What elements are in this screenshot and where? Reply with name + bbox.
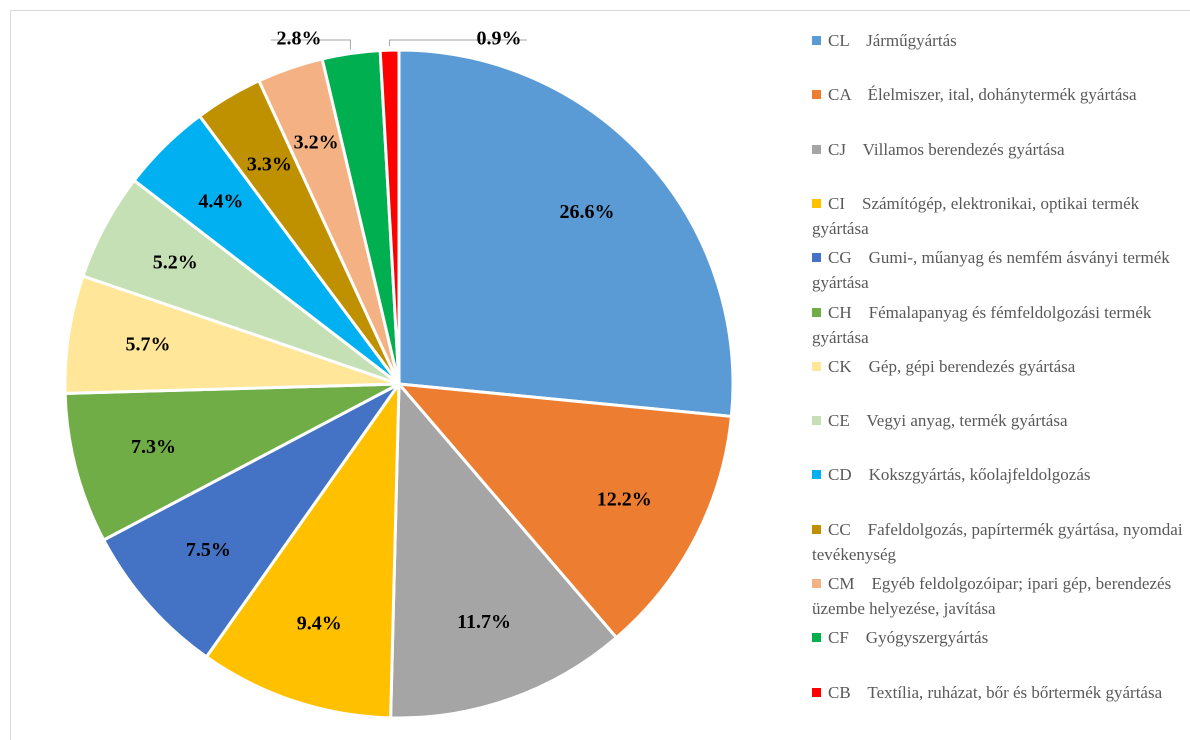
pie-slice xyxy=(63,382,400,543)
data-label: 5.7% xyxy=(126,334,171,356)
legend-entry: CM Egyéb feldolgozóipar; ipari gép, bere… xyxy=(812,571,1188,621)
data-label: 3.3% xyxy=(247,153,292,175)
legend-entry: CH Fémalapanyag és fémfeldolgozási termé… xyxy=(812,300,1188,350)
legend-entry: CI Számítógép, elektronikai, optikai ter… xyxy=(812,191,1188,241)
legend-swatch xyxy=(812,90,821,100)
legend-entry: CE Vegyi anyag, termék gyártása xyxy=(812,408,1188,433)
pie-slice xyxy=(395,382,734,640)
data-label: 9.4% xyxy=(297,613,342,635)
legend-entry: CD Kokszgyártás, kőolajfeldolgozás xyxy=(812,462,1188,487)
chart-frame xyxy=(10,10,1190,740)
data-label: 2.8% xyxy=(277,28,322,50)
legend-label: CL Járműgyártás xyxy=(828,31,957,50)
leader-line xyxy=(271,39,351,50)
data-label: 7.5% xyxy=(186,539,231,561)
legend-swatch xyxy=(812,198,821,208)
legend-swatch xyxy=(812,579,821,588)
pie-slice xyxy=(389,380,619,720)
legend-label: CI Számítógép, elektronikai, optikai ter… xyxy=(812,193,1144,238)
legend-label: CE Vegyi anyag, termék gyártása xyxy=(828,411,1068,431)
legend-swatch xyxy=(812,524,821,534)
pie-slice xyxy=(101,382,401,659)
data-label: 4.4% xyxy=(198,191,243,213)
pie-slice xyxy=(378,48,401,385)
legend-label: CC Fafeldolgozás, papírtermék gyártása, … xyxy=(812,519,1187,564)
legend-label: CA Élelmiszer, ital, dohánytermék gyártá… xyxy=(828,85,1137,105)
legend-label: CJ Villamos berendezés gyártása xyxy=(828,139,1065,159)
legend-label: CM Egyéb feldolgozóipar; ipari gép, bere… xyxy=(812,574,1176,618)
legend-swatch xyxy=(812,253,821,263)
data-label: 3.2% xyxy=(294,132,339,154)
legend-label: CH Fémalapanyag és fémfeldolgozási termé… xyxy=(812,302,1156,347)
data-label: 11.7% xyxy=(457,611,511,633)
pie-slice xyxy=(204,379,401,720)
legend-label: CB Textília, ruházat, bőr és bőrtermék g… xyxy=(828,682,1163,702)
legend-swatch xyxy=(812,416,821,426)
data-label: 26.6% xyxy=(559,201,614,223)
legend-label: CD Kokszgyártás, kőolajfeldolgozás xyxy=(828,465,1091,485)
legend-entry: CB Textília, ruházat, bőr és bőrtermék g… xyxy=(812,680,1188,705)
data-label: 5.2% xyxy=(153,252,198,274)
pie-slice xyxy=(397,48,735,419)
leader-line xyxy=(388,39,527,47)
legend-swatch xyxy=(812,36,821,45)
legend-entry: CG Gumi-, műanyag és nemfém ásványi term… xyxy=(812,245,1188,295)
legend-entry: CK Gép, gépi berendezés gyártása xyxy=(812,354,1188,379)
legend-entry: CL Járműgyártás xyxy=(812,28,1188,53)
legend-swatch xyxy=(812,361,821,371)
legend-swatch xyxy=(812,633,821,643)
legend-entry: CA Élelmiszer, ital, dohánytermék gyártá… xyxy=(812,82,1188,107)
data-label: 12.2% xyxy=(597,489,652,511)
legend-label: CF Gyógyszergyártás xyxy=(828,628,989,648)
data-label: 0.9% xyxy=(477,28,522,50)
legend-swatch xyxy=(812,307,821,317)
legend-entry: CC Fafeldolgozás, papírtermék gyártása, … xyxy=(812,517,1188,567)
legend-entry: CF Gyógyszergyártás xyxy=(812,625,1188,650)
data-label: 7.3% xyxy=(131,436,176,458)
legend-swatch xyxy=(812,470,821,480)
legend-swatch xyxy=(812,144,821,154)
legend-swatch xyxy=(812,687,821,697)
legend-label: CG Gumi-, műanyag és nemfém ásványi term… xyxy=(812,248,1175,293)
legend-entry: CJ Villamos berendezés gyártása xyxy=(812,137,1188,162)
legend-label: CK Gép, gépi berendezés gyártása xyxy=(828,356,1076,376)
